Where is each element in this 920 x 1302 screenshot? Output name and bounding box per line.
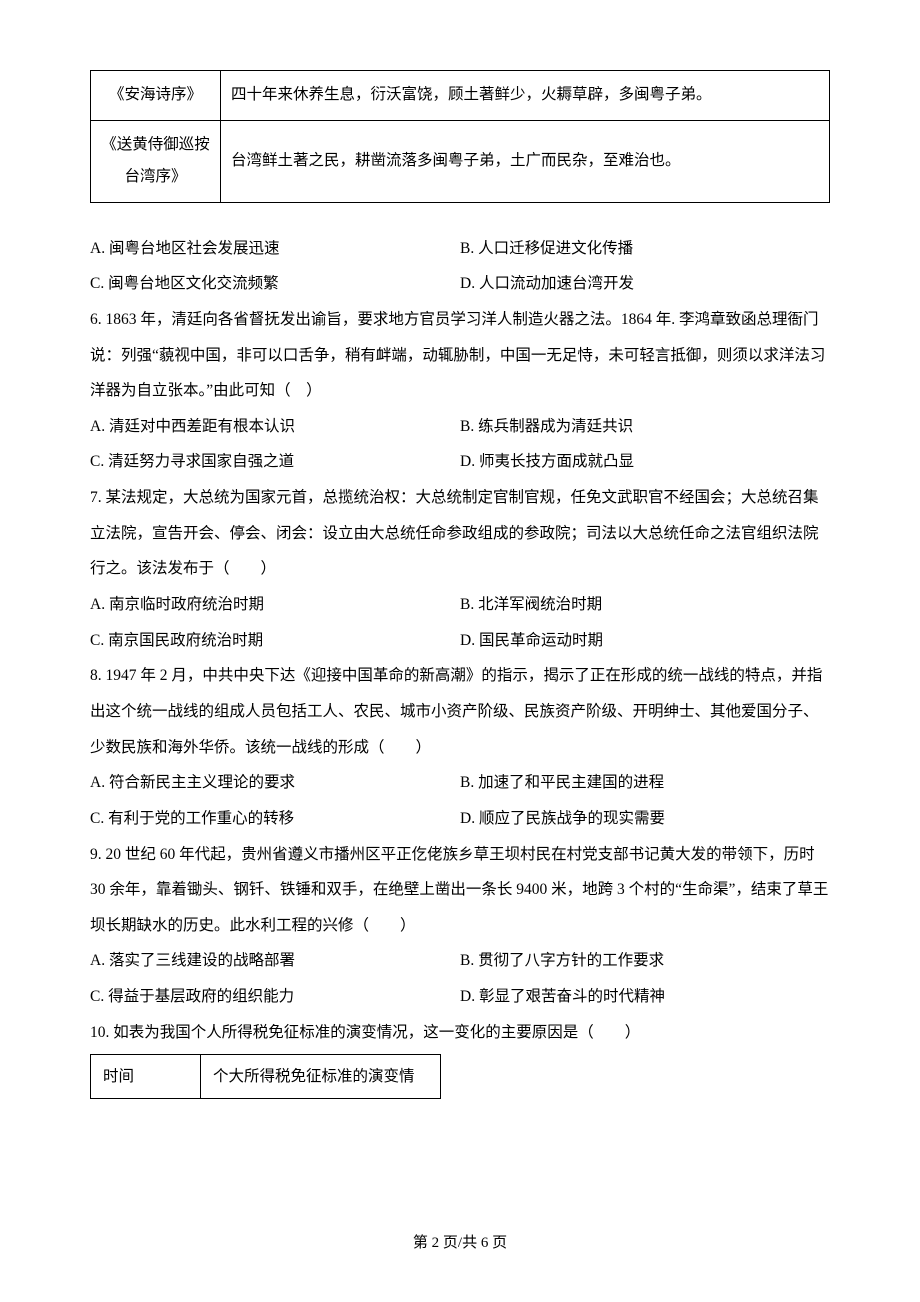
excerpt-title-cell: 《安海诗序》 — [91, 71, 221, 121]
q5-options: A. 闽粤台地区社会发展迅速 B. 人口迁移促进文化传播 C. 闽粤台地区文化交… — [90, 231, 830, 302]
option-c: C. 清廷努力寻求国家自强之道 — [90, 444, 460, 480]
excerpt-title-cell: 《送黄侍御巡按台湾序》 — [91, 120, 221, 202]
option-d: D. 师夷长技方面成就凸显 — [460, 444, 830, 480]
option-b: B. 加速了和平民主建国的进程 — [460, 765, 830, 801]
option-a: A. 符合新民主主义理论的要求 — [90, 765, 460, 801]
excerpt-content-cell: 台湾鲜土著之民，耕凿流落多闽粤子弟，土广而民杂，至难治也。 — [221, 120, 830, 202]
option-a: A. 清廷对中西差距有根本认识 — [90, 409, 460, 445]
option-a: A. 落实了三线建设的战略部署 — [90, 943, 460, 979]
option-c: C. 闽粤台地区文化交流频繁 — [90, 266, 460, 302]
option-b: B. 练兵制器成为清廷共识 — [460, 409, 830, 445]
option-d: D. 顺应了民族战争的现实需要 — [460, 801, 830, 837]
option-b: B. 人口迁移促进文化传播 — [460, 231, 830, 267]
option-d: D. 人口流动加速台湾开发 — [460, 266, 830, 302]
q9-options: A. 落实了三线建设的战略部署 B. 贯彻了八字方针的工作要求 C. 得益于基层… — [90, 943, 830, 1014]
excerpt-content-cell: 四十年来休养生息，衍沃富饶，顾土著鲜少，火耨草辟，多闽粤子弟。 — [221, 71, 830, 121]
q7-options: A. 南京临时政府统治时期 B. 北洋军阀统治时期 C. 南京国民政府统治时期 … — [90, 587, 830, 658]
option-c: C. 有利于党的工作重心的转移 — [90, 801, 460, 837]
tax-header-desc: 个大所得税免征标准的演变情 — [201, 1055, 441, 1099]
page-content: 《安海诗序》 四十年来休养生息，衍沃富饶，顾土著鲜少，火耨草辟，多闽粤子弟。 《… — [0, 0, 920, 1099]
excerpt-table: 《安海诗序》 四十年来休养生息，衍沃富饶，顾土著鲜少，火耨草辟，多闽粤子弟。 《… — [90, 70, 830, 203]
q6-text: 6. 1863 年，清廷向各省督抚发出谕旨，要求地方官员学习洋人制造火器之法。1… — [90, 302, 830, 409]
option-b: B. 贯彻了八字方针的工作要求 — [460, 943, 830, 979]
table-row: 《安海诗序》 四十年来休养生息，衍沃富饶，顾土著鲜少，火耨草辟，多闽粤子弟。 — [91, 71, 830, 121]
tax-header-time: 时间 — [91, 1055, 201, 1099]
q10-text: 10. 如表为我国个人所得税免征标准的演变情况，这一变化的主要原因是（ ） — [90, 1015, 830, 1051]
q8-options: A. 符合新民主主义理论的要求 B. 加速了和平民主建国的进程 C. 有利于党的… — [90, 765, 830, 836]
option-b: B. 北洋军阀统治时期 — [460, 587, 830, 623]
option-a: A. 南京临时政府统治时期 — [90, 587, 460, 623]
q8-text: 8. 1947 年 2 月，中共中央下达《迎接中国革命的新高潮》的指示，揭示了正… — [90, 658, 830, 765]
option-a: A. 闽粤台地区社会发展迅速 — [90, 231, 460, 267]
q6-options: A. 清廷对中西差距有根本认识 B. 练兵制器成为清廷共识 C. 清廷努力寻求国… — [90, 409, 830, 480]
table-row: 时间 个大所得税免征标准的演变情 — [91, 1055, 441, 1099]
option-c: C. 南京国民政府统治时期 — [90, 623, 460, 659]
q10-table: 时间 个大所得税免征标准的演变情 — [90, 1054, 441, 1099]
q9-text: 9. 20 世纪 60 年代起，贵州省遵义市播州区平正仡佬族乡草王坝村民在村党支… — [90, 837, 830, 944]
option-d: D. 国民革命运动时期 — [460, 623, 830, 659]
option-d: D. 彰显了艰苦奋斗的时代精神 — [460, 979, 830, 1015]
table-row: 《送黄侍御巡按台湾序》 台湾鲜土著之民，耕凿流落多闽粤子弟，土广而民杂，至难治也… — [91, 120, 830, 202]
option-c: C. 得益于基层政府的组织能力 — [90, 979, 460, 1015]
page-footer: 第 2 页/共 6 页 — [0, 1231, 920, 1252]
q7-text: 7. 某法规定，大总统为国家元首，总揽统治权：大总统制定官制官规，任免文武职官不… — [90, 480, 830, 587]
